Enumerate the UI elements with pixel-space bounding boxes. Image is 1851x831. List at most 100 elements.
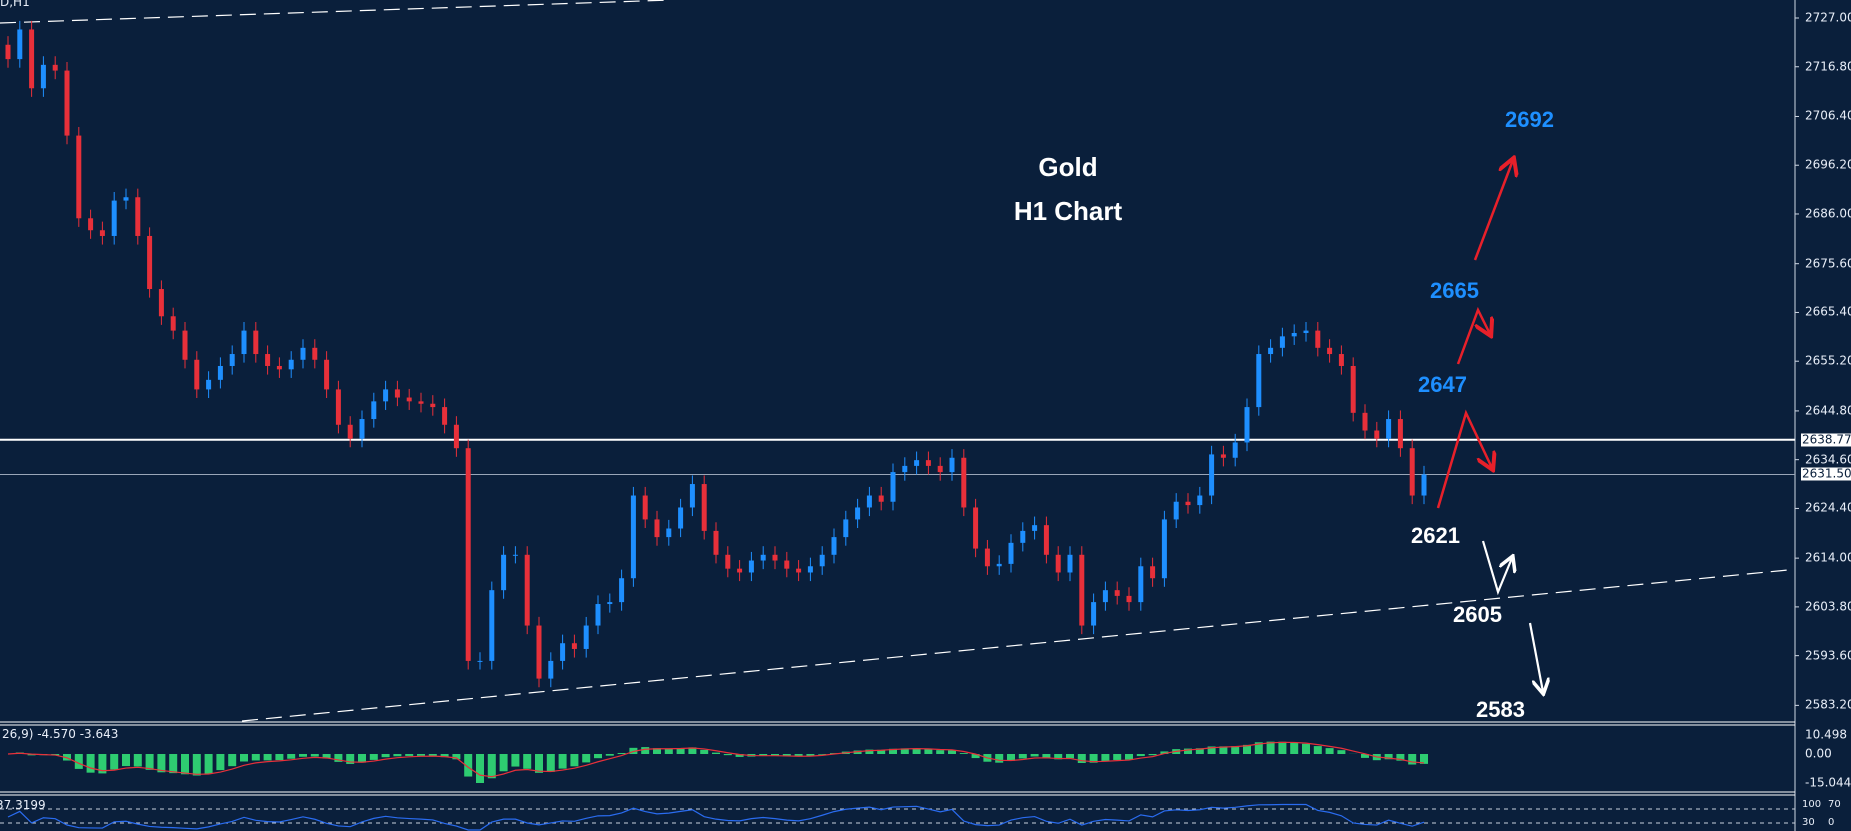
candle-body bbox=[1386, 419, 1392, 439]
candle-body bbox=[890, 472, 896, 502]
candle-body bbox=[866, 495, 872, 508]
upper-trendline[interactable] bbox=[0, 0, 671, 24]
candle-body bbox=[878, 495, 884, 502]
candle-body bbox=[383, 389, 389, 402]
candle-body bbox=[5, 44, 11, 60]
candle-body bbox=[312, 347, 318, 360]
candle-body bbox=[1421, 474, 1427, 496]
macd-bar bbox=[900, 748, 909, 754]
macd-bar bbox=[322, 754, 331, 759]
candle-body bbox=[1138, 566, 1144, 603]
candle-body bbox=[276, 365, 282, 370]
macd-bar bbox=[924, 749, 933, 754]
candle-body bbox=[1220, 454, 1226, 458]
lower-trendline[interactable] bbox=[241, 569, 1789, 722]
macd-bar bbox=[133, 754, 142, 767]
macd-bar bbox=[145, 754, 154, 770]
candle-body bbox=[1197, 495, 1203, 506]
macd-bar bbox=[110, 754, 119, 770]
rsi-line bbox=[7, 803, 1425, 831]
macd-bar bbox=[948, 750, 956, 754]
macd-bar bbox=[971, 754, 980, 759]
price-tick: 2727.00 bbox=[1805, 10, 1851, 25]
macd-bar bbox=[417, 754, 425, 756]
macd-bar bbox=[369, 754, 378, 760]
candle-body bbox=[1150, 566, 1156, 579]
macd-bar bbox=[712, 752, 720, 754]
macd-bar bbox=[440, 754, 449, 758]
macd-bar bbox=[1089, 754, 1098, 763]
macd-bar bbox=[1007, 754, 1015, 761]
macd-bar bbox=[582, 754, 591, 763]
macd-bar bbox=[1325, 748, 1334, 754]
candle-body bbox=[394, 389, 400, 398]
candle-body bbox=[1350, 365, 1356, 413]
candle-body bbox=[666, 528, 672, 538]
candle-body bbox=[1338, 354, 1344, 366]
macd-bar bbox=[605, 754, 614, 756]
macd-bar bbox=[464, 754, 473, 777]
candle-body bbox=[1315, 330, 1321, 348]
macd-bar bbox=[546, 754, 555, 772]
candle-body bbox=[1327, 347, 1333, 355]
candle-body bbox=[1362, 412, 1368, 431]
candle-body bbox=[772, 554, 778, 561]
candle-body bbox=[973, 507, 979, 549]
candle-body bbox=[99, 230, 105, 236]
macd-bar bbox=[1384, 754, 1393, 760]
candle-body bbox=[1256, 354, 1262, 408]
candle-body bbox=[182, 330, 188, 360]
candle-body bbox=[1244, 407, 1250, 443]
macd-bar bbox=[700, 749, 709, 754]
macd-bar bbox=[1125, 754, 1133, 760]
macd-bar bbox=[1243, 744, 1251, 754]
candle-body bbox=[843, 519, 849, 538]
candle-body bbox=[1209, 454, 1215, 496]
bearish-arrow-2605 bbox=[1481, 540, 1512, 596]
macd-bar bbox=[735, 754, 744, 757]
candle-body bbox=[855, 507, 861, 520]
price-tick: 2706.40 bbox=[1805, 108, 1851, 123]
candle-body bbox=[925, 460, 931, 466]
macd-bar bbox=[877, 749, 886, 754]
candle-body bbox=[206, 379, 212, 390]
candle-body bbox=[217, 365, 223, 380]
macd-bar bbox=[310, 754, 319, 757]
candle-body bbox=[1020, 530, 1026, 543]
macd-bar bbox=[181, 754, 189, 775]
candle-body bbox=[1079, 554, 1085, 626]
candle-body bbox=[1232, 442, 1238, 458]
macd-bar bbox=[499, 754, 508, 772]
candle-body bbox=[1374, 430, 1380, 439]
candle-body bbox=[1043, 525, 1049, 555]
macd-bar bbox=[1361, 754, 1369, 758]
candle-body bbox=[111, 200, 117, 236]
bearish-arrow-2583 bbox=[1528, 622, 1543, 692]
macd-bar bbox=[1219, 746, 1228, 754]
macd-bar bbox=[169, 754, 178, 774]
candle-body bbox=[1279, 336, 1285, 348]
candle-body bbox=[937, 465, 943, 473]
rsi-tick: 0 bbox=[1828, 817, 1835, 828]
macd-bar bbox=[240, 754, 248, 762]
macd-bar bbox=[794, 754, 803, 757]
macd-bar bbox=[759, 754, 768, 756]
macd-bar bbox=[782, 754, 791, 757]
macd-bar bbox=[664, 748, 673, 754]
target-label-2665: 2665 bbox=[1430, 278, 1479, 303]
macd-bar bbox=[1207, 746, 1216, 754]
candle-body bbox=[265, 354, 271, 366]
macd-bar bbox=[1184, 748, 1192, 754]
candle-body bbox=[241, 330, 247, 355]
candle-body bbox=[571, 643, 577, 649]
candle-body bbox=[1303, 330, 1309, 334]
macd-bar bbox=[216, 754, 225, 771]
rsi-tick: 30 bbox=[1802, 817, 1815, 828]
candle-body bbox=[548, 660, 554, 679]
candle-body bbox=[619, 578, 625, 603]
macd-histogram bbox=[15, 741, 1428, 783]
candle-body bbox=[512, 554, 518, 556]
macd-bar bbox=[523, 754, 532, 769]
candle-body bbox=[17, 29, 23, 60]
candle-body bbox=[52, 64, 58, 71]
